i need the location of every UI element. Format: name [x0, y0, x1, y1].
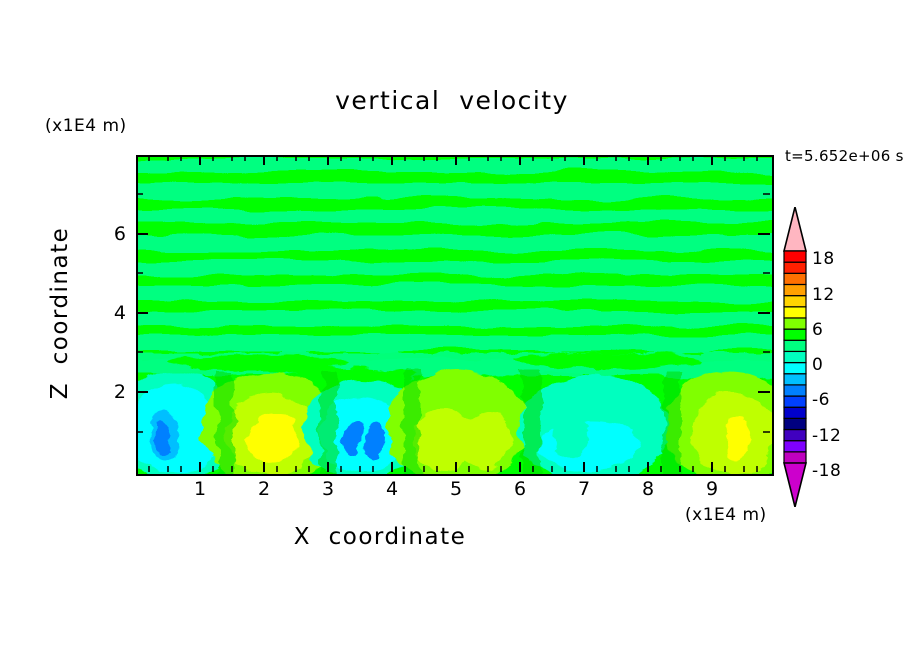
colorbar-band: [783, 361, 807, 375]
x-tick-label-6: 6: [513, 478, 527, 500]
colorbar-band: [783, 339, 807, 353]
colorbar-band: [783, 295, 807, 308]
colorbar-label-neg12: -12: [812, 426, 842, 446]
x-tick-label-2: 2: [257, 478, 271, 500]
colorbar-label-neg6: -6: [812, 390, 830, 410]
colorbar-band: [783, 451, 807, 464]
colorbar-band: [783, 406, 807, 419]
chart-title: vertical velocity: [335, 86, 569, 115]
colorbar-label-6: 6: [812, 320, 824, 340]
convection-cells: [138, 371, 772, 474]
colorbar-band: [783, 250, 807, 263]
plot-area: [136, 155, 774, 476]
y-tick-label-6: 6: [113, 223, 126, 245]
x-tick-label-9: 9: [705, 478, 719, 500]
y-axis-unit-label: (x1E4 m): [45, 116, 127, 136]
y-axis-title: Z coordinate: [47, 226, 73, 400]
colorbar-label-18: 18: [812, 249, 835, 269]
colorbar-label-neg18: -18: [812, 461, 842, 481]
colorbar-band: [783, 395, 807, 408]
x-tick-label-3: 3: [321, 478, 335, 500]
x-tick-label-5: 5: [449, 478, 463, 500]
colorbar-band: [783, 261, 807, 274]
x-axis-unit-label: (x1E4 m): [685, 505, 767, 525]
colorbar-label-0: 0: [812, 355, 824, 375]
colorbar-band: [783, 306, 807, 319]
colorbar-band: [783, 440, 807, 453]
x-axis-title: X coordinate: [293, 524, 467, 550]
colorbar-band: [783, 350, 807, 364]
colorbar-over-arrow: [783, 207, 807, 252]
x-tick-label-7: 7: [577, 478, 591, 500]
colorbar-under-arrow: [783, 462, 807, 507]
x-tick-label-8: 8: [641, 478, 655, 500]
colorbar-label-12: 12: [812, 285, 835, 305]
contour-field: [138, 157, 772, 474]
colorbar-band: [783, 328, 807, 341]
colorbar-bands: [783, 250, 807, 464]
colorbar: [783, 207, 807, 507]
time-annotation: t=5.652e+06 s: [785, 147, 904, 165]
colorbar-band: [783, 373, 807, 386]
colorbar-band: [783, 428, 807, 442]
colorbar-band: [783, 317, 807, 330]
colorbar-band: [783, 417, 807, 431]
colorbar-band: [783, 272, 807, 286]
x-tick-label-4: 4: [385, 478, 399, 500]
colorbar-band: [783, 384, 807, 397]
y-tick-label-4: 4: [113, 302, 126, 324]
y-tick-label-2: 2: [113, 381, 126, 403]
colorbar-band: [783, 283, 807, 297]
x-tick-label-1: 1: [193, 478, 207, 500]
gravity-wave-striations: [138, 159, 772, 373]
